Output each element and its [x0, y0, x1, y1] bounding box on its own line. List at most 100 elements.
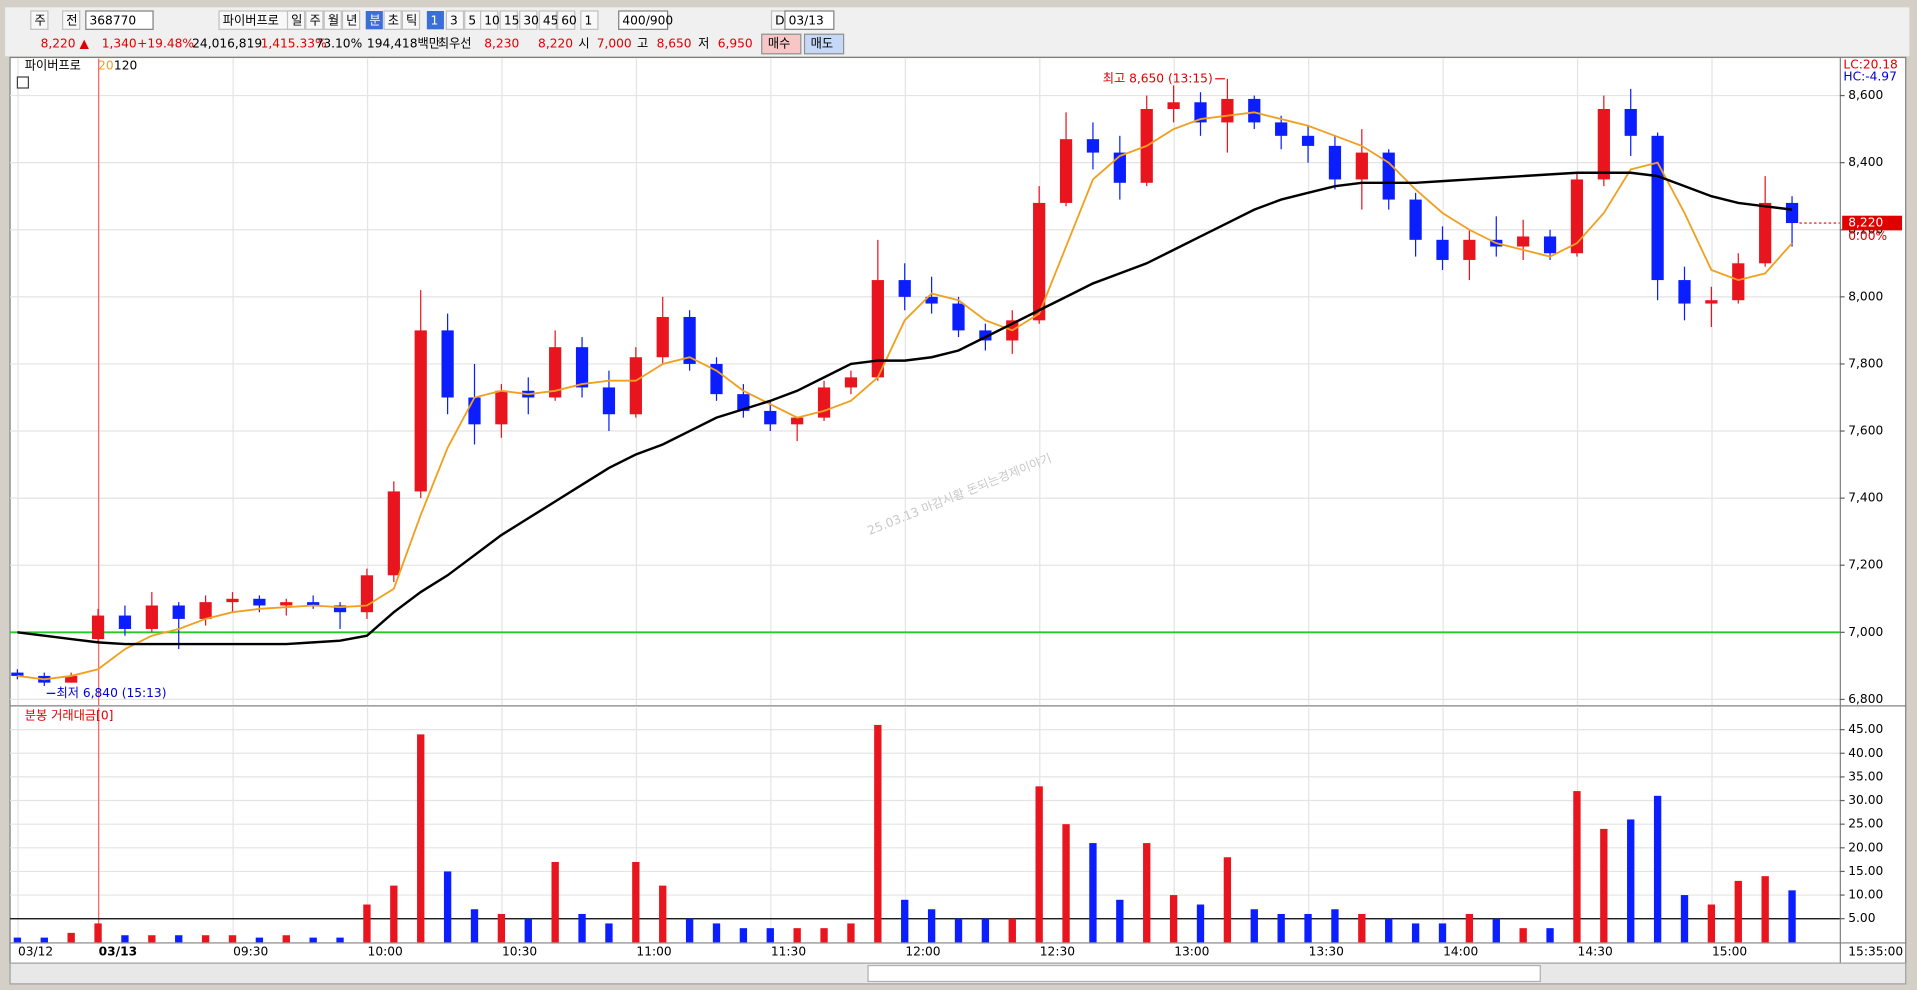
candle-body [1409, 199, 1422, 240]
toolbar-button-active[interactable] [365, 11, 383, 30]
toolbar-item[interactable]: 주 [310, 13, 321, 27]
toolbar-button[interactable] [480, 10, 499, 30]
scrollbar-thumb[interactable] [867, 964, 1541, 983]
volume-bar [1062, 824, 1070, 943]
candle-body [656, 316, 669, 358]
volume-bar [175, 935, 183, 943]
toolbar-button[interactable] [286, 10, 306, 30]
toolbar-button[interactable] [401, 10, 421, 30]
order-button[interactable] [803, 33, 845, 55]
toolbar-item[interactable]: 5 [468, 13, 476, 27]
info-item: 24,016,819 [192, 37, 262, 51]
volume-bar [1600, 828, 1608, 943]
toolbar-item[interactable]: 파이버프로 [223, 13, 279, 27]
toolbar-item[interactable]: 30 [523, 13, 539, 27]
toolbar-button[interactable] [341, 10, 361, 30]
toolbar-item[interactable]: 400/900 [622, 13, 673, 27]
volume-bar [417, 734, 425, 943]
toolbar-item[interactable]: 주 [35, 13, 46, 27]
y-tick-label: 10.00 [1848, 888, 1883, 902]
x-tick-label: 11:30 [771, 945, 806, 959]
toolbar-item[interactable]: 초 [388, 13, 399, 27]
toolbar-item[interactable]: 년 [346, 13, 357, 27]
volume-bar [1546, 928, 1554, 943]
candle-body [441, 330, 454, 398]
info-item[interactable]: 매수 [768, 37, 790, 51]
order-button[interactable] [761, 33, 802, 55]
volume-bar [659, 885, 667, 943]
info-item: 고 [637, 37, 648, 51]
x-tick-label: 13:30 [1309, 945, 1344, 959]
candle-body [817, 387, 831, 418]
candle-body [1248, 98, 1261, 123]
volume-bar [820, 928, 828, 943]
toolbar-input[interactable] [784, 10, 835, 30]
candle-body [1543, 236, 1557, 254]
candle-body [764, 410, 777, 425]
candle-body [226, 598, 239, 603]
x-tick-label: 15:00 [1712, 945, 1747, 959]
toolbar-item[interactable]: 월 [328, 13, 339, 27]
volume-bar [497, 913, 506, 943]
candle-body [280, 602, 293, 606]
y-tick-label: 7,800 [1848, 356, 1883, 370]
candle-body [1221, 98, 1234, 123]
toolbar-item[interactable]: 1 [585, 13, 593, 27]
volume-bar [67, 932, 75, 943]
x-tick-label: 09:30 [233, 945, 268, 959]
candle-body [575, 347, 589, 388]
candle-body [1167, 102, 1180, 109]
moving-average [17, 111, 1793, 681]
candle-body [1597, 108, 1610, 180]
toolbar-item[interactable]: 60 [561, 13, 577, 27]
toolbar-item[interactable]: 전 [66, 13, 77, 27]
volume-bar [524, 918, 532, 943]
toolbar-item[interactable]: 10 [484, 13, 500, 27]
current-price-label: 8,220 [1848, 216, 1883, 230]
toolbar-item[interactable]: 틱 [406, 13, 417, 27]
candle-body [737, 394, 750, 411]
info-item: 8,230 [484, 37, 519, 51]
toolbar-button[interactable] [519, 10, 538, 30]
toolbar-item[interactable]: 일 [291, 13, 302, 27]
y-tick-label: 7,200 [1848, 558, 1883, 572]
toolbar-button[interactable] [30, 10, 49, 30]
volume-bar [1116, 899, 1124, 943]
candle-body [791, 417, 804, 425]
toolbar-item[interactable]: 368770 [90, 13, 137, 27]
y-tick-label: 15.00 [1848, 864, 1883, 878]
volume-bar [94, 923, 102, 943]
toolbar-item[interactable]: 15 [504, 13, 520, 27]
toolbar-button[interactable] [383, 10, 402, 30]
volume-bar [390, 885, 398, 943]
candle-body [1463, 239, 1476, 260]
volume-bar [13, 937, 22, 943]
toolbar-button[interactable] [445, 10, 465, 30]
volume-bar [1734, 880, 1742, 943]
volume-bar [632, 861, 640, 943]
y-tick-label: 45.00 [1848, 722, 1883, 736]
toolbar-item[interactable]: 3 [450, 13, 458, 27]
toolbar-input[interactable] [85, 10, 154, 30]
y-tick-label: 20.00 [1848, 840, 1883, 854]
toolbar-item[interactable]: 1 [431, 13, 439, 27]
toolbar-button[interactable] [557, 10, 576, 30]
toolbar-button[interactable] [323, 10, 342, 30]
volume-bar [470, 909, 479, 943]
toolbar-item[interactable]: 45 [543, 13, 559, 27]
toolbar-button-active[interactable] [426, 11, 444, 30]
toolbar-button[interactable] [499, 10, 518, 30]
toolbar-button[interactable] [580, 10, 599, 30]
toolbar-item[interactable]: 분 [369, 13, 380, 27]
info-item: 194,418백만 [367, 37, 440, 51]
toolbar-button[interactable] [305, 10, 324, 30]
toolbar-button[interactable] [62, 10, 81, 30]
toolbar-item[interactable]: D [775, 13, 784, 27]
toolbar-button[interactable] [538, 10, 558, 30]
high-annotation: 최고 8,650 (13:15) [1103, 71, 1213, 85]
toolbar-input[interactable] [618, 10, 669, 30]
info-item: +19.48% [137, 37, 194, 51]
info-item[interactable]: 매도 [811, 37, 833, 51]
toolbar-item[interactable]: 03/13 [789, 13, 824, 27]
